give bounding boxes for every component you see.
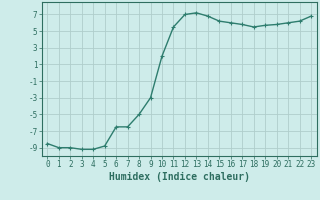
- X-axis label: Humidex (Indice chaleur): Humidex (Indice chaleur): [109, 172, 250, 182]
